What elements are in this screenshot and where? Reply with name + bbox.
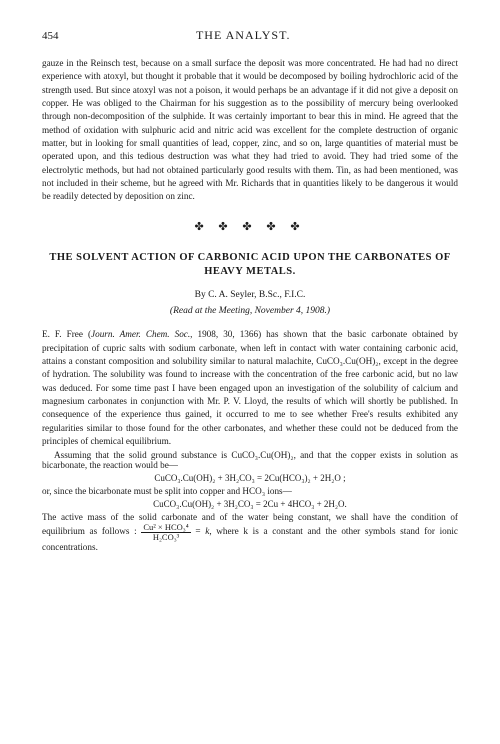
equilibrium-fraction: Cu² × HCO₃⁴H₂CO₃³ <box>141 522 190 542</box>
equation-2: CuCO₃.Cu(OH)₂ + 3H₂CO₃ = 2Cu + 4HCO₃ + 2… <box>42 499 458 509</box>
equation-1: CuCO₃.Cu(OH)₂ + 3H₂CO₃ = 2Cu(HCO₃)₂ + 2H… <box>42 473 458 483</box>
article-body-4: The active mass of the solid carbonate a… <box>42 512 458 552</box>
body-citation-rest: , 1908, 30, 1366) has shown that the bas… <box>42 329 458 446</box>
fraction-denominator: H₂CO₃³ <box>151 532 181 542</box>
article-body-3: or, since the bicarbonate must be split … <box>42 486 458 496</box>
journal-title: THE ANALYST. <box>29 28 459 43</box>
article-body-1: E. F. Free (Journ. Amer. Chem. Soc., 190… <box>42 328 458 448</box>
article-body-2: Assuming that the solid ground substance… <box>42 450 458 470</box>
page-header: 454 THE ANALYST. <box>42 28 458 43</box>
article-author: By C. A. Seyler, B.Sc., F.I.C. <box>42 290 458 300</box>
meeting-date: (Read at the Meeting, November 4, 1908.) <box>42 306 458 316</box>
section-divider-ornament: ✤ ✤ ✤ ✤ ✤ <box>42 220 458 233</box>
continuation-paragraph: gauze in the Reinsch test, because on a … <box>42 57 458 204</box>
page-container: 454 THE ANALYST. gauze in the Reinsch te… <box>0 0 500 574</box>
body-prefix: E. F. Free ( <box>42 329 91 339</box>
article-title: THE SOLVENT ACTION OF CARBONIC ACID UPON… <box>42 251 458 280</box>
journal-citation: Journ. Amer. Chem. Soc. <box>91 329 190 339</box>
equals-sign: = <box>191 526 206 536</box>
